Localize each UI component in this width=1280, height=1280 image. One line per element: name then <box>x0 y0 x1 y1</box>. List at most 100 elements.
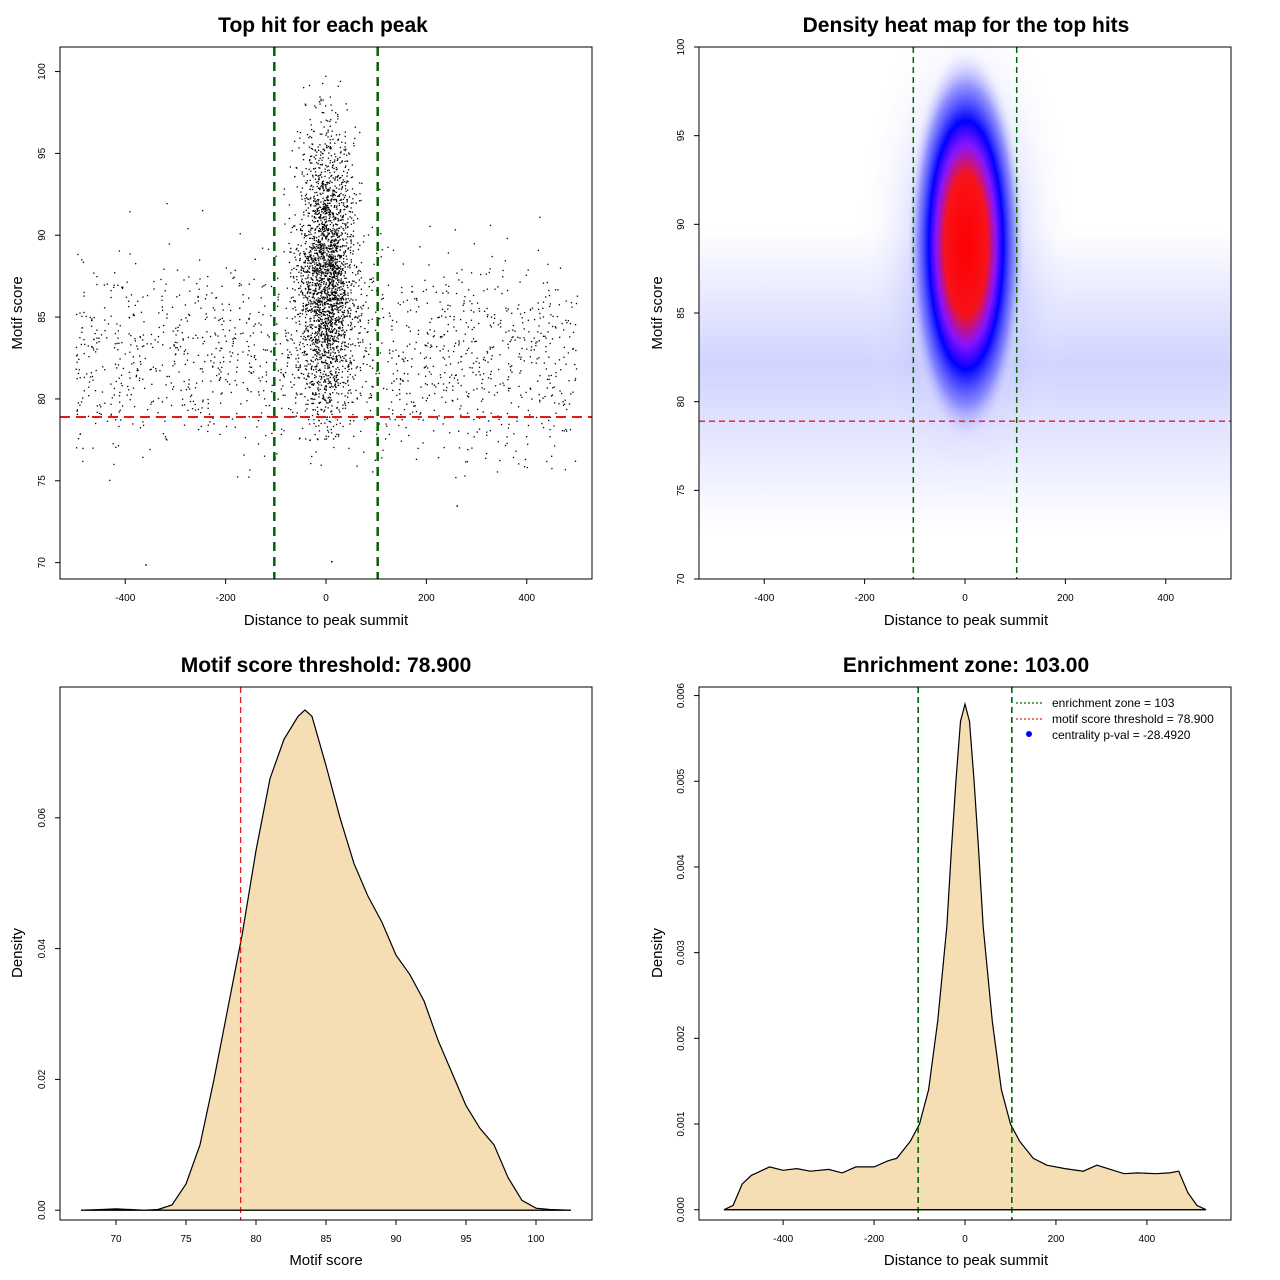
scatter-point <box>486 316 489 318</box>
scatter-point <box>310 348 312 350</box>
scatter-point <box>330 357 333 359</box>
scatter-point <box>324 259 326 261</box>
scatter-point <box>335 271 337 273</box>
scatter-point <box>318 250 321 252</box>
scatter-point <box>328 339 330 341</box>
scatter-point <box>297 376 299 379</box>
scatter-point <box>328 351 330 353</box>
scatter-point <box>555 375 557 378</box>
scatter-point <box>399 383 401 385</box>
scatter-point <box>304 339 306 341</box>
scatter-point <box>537 308 540 311</box>
scatter-point <box>399 393 401 395</box>
scatter-point <box>493 317 496 320</box>
scatter-point <box>442 383 445 385</box>
scatter-point <box>183 404 186 406</box>
scatter-point <box>218 319 220 322</box>
scatter-point <box>320 209 323 211</box>
scatter-point <box>315 285 318 287</box>
scatter-point <box>545 337 547 339</box>
scatter-point <box>332 164 334 166</box>
scatter-point <box>319 247 321 250</box>
score-density-y-label: Density <box>9 927 26 978</box>
scatter-point <box>369 393 372 395</box>
scatter-point <box>310 305 312 308</box>
scatter-point <box>352 235 354 238</box>
scatter-point <box>343 148 345 151</box>
scatter-point <box>455 330 457 332</box>
scatter-point <box>493 394 496 396</box>
scatter-point <box>527 269 529 271</box>
scatter-point <box>402 263 404 265</box>
scatter-point <box>327 310 329 312</box>
scatter-point <box>406 403 408 405</box>
scatter-point <box>447 292 449 294</box>
scatter-point <box>310 317 312 320</box>
scatter-point <box>253 325 255 327</box>
scatter-point <box>565 300 567 302</box>
scatter-point <box>453 345 456 347</box>
scatter-point <box>335 238 337 240</box>
scatter-point <box>327 356 330 358</box>
scatter-point <box>338 195 340 197</box>
y-tick-label: 70 <box>37 557 48 569</box>
scatter-point <box>474 340 476 343</box>
scatter-point <box>317 239 320 242</box>
scatter-point <box>306 383 308 385</box>
scatter-point <box>338 372 340 374</box>
scatter-point <box>260 297 262 299</box>
scatter-point <box>327 245 330 247</box>
scatter-point <box>372 277 374 279</box>
scatter-point <box>449 363 452 365</box>
scatter-point <box>437 316 439 319</box>
scatter-point <box>318 288 320 291</box>
scatter-point <box>336 278 338 280</box>
scatter-point <box>511 312 513 314</box>
scatter-point <box>519 337 521 339</box>
scatter-point <box>315 276 317 278</box>
scatter-point <box>331 322 334 324</box>
scatter-point <box>322 185 324 188</box>
scatter-point <box>478 417 481 419</box>
scatter-point <box>346 160 349 162</box>
scatter-point <box>254 354 256 357</box>
scatter-point <box>230 355 232 357</box>
scatter-point <box>312 398 314 401</box>
scatter-point <box>419 413 421 415</box>
scatter-point <box>338 240 340 242</box>
scatter-point <box>552 315 554 318</box>
scatter-point <box>382 297 384 300</box>
scatter-point <box>345 227 347 229</box>
scatter-point <box>347 365 349 367</box>
scatter-point <box>322 187 324 190</box>
scatter-point <box>501 292 503 295</box>
scatter-point <box>319 317 321 319</box>
scatter-point <box>334 435 337 438</box>
scatter-point <box>344 316 346 318</box>
scatter-point <box>327 279 329 281</box>
scatter-point <box>326 402 328 404</box>
scatter-point <box>347 236 349 238</box>
scatter-point <box>344 181 346 183</box>
scatter-point <box>226 381 229 383</box>
scatter-point <box>316 346 318 348</box>
scatter-point <box>472 371 474 374</box>
scatter-point <box>511 371 513 373</box>
scatter-point <box>212 307 214 309</box>
scatter-point <box>325 388 327 391</box>
scatter-point <box>332 267 334 269</box>
scatter-point <box>325 328 327 330</box>
scatter-point <box>315 355 318 357</box>
scatter-point <box>336 298 338 300</box>
scatter-point <box>335 268 338 270</box>
scatter-point <box>214 317 216 319</box>
scatter-point <box>369 278 371 281</box>
scatter-point <box>344 194 347 197</box>
scatter-point <box>307 286 309 288</box>
scatter-point <box>328 207 330 209</box>
scatter-point <box>324 297 326 299</box>
scatter-point <box>104 319 106 321</box>
scatter-point <box>391 382 393 384</box>
scatter-point <box>371 318 373 320</box>
scatter-point <box>510 369 512 371</box>
